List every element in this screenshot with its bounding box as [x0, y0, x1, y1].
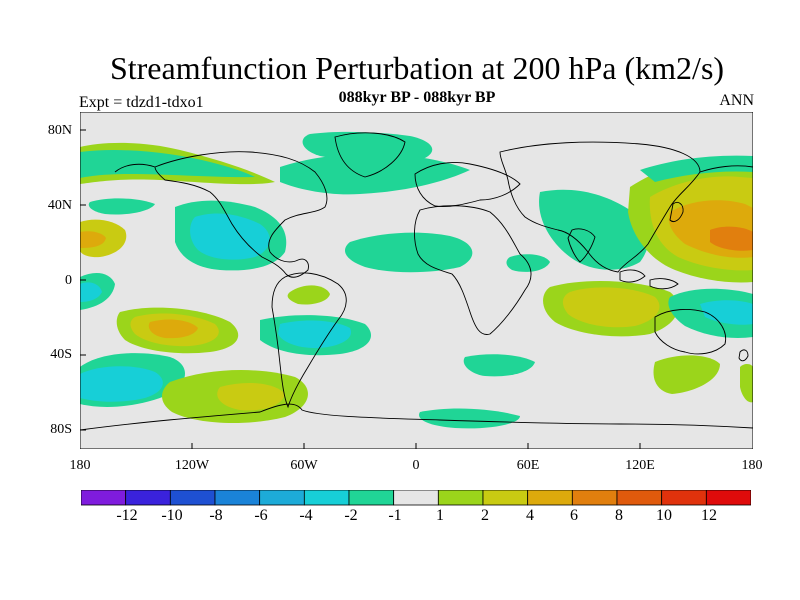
lat-label-80n: 80N: [47, 123, 72, 138]
colorbar-label: -6: [254, 507, 268, 524]
colorbar-label: -4: [299, 507, 313, 524]
colorbar-label: 8: [615, 507, 623, 524]
colorbar-swatch: [705, 490, 751, 506]
colorbar-swatch: [661, 490, 707, 506]
colorbar-swatch: [393, 490, 439, 506]
colorbar-swatch: [214, 490, 261, 506]
colorbar-swatch: [437, 490, 484, 506]
colorbar-swatch: [482, 490, 529, 506]
colorbar-swatch: [303, 490, 350, 506]
experiment-label: Expt = tdzd1-tdxo1: [79, 94, 204, 111]
colorbar-label: -12: [116, 507, 138, 524]
colorbar-label: -1: [388, 507, 402, 524]
lon-label-60e: 60E: [516, 458, 540, 473]
lon-label-0: 0: [412, 458, 420, 473]
axis-ticks: [80, 129, 641, 449]
colorbar-swatch: [348, 490, 395, 506]
colorbar: [81, 490, 751, 506]
colorbar-label: 10: [656, 507, 672, 524]
lon-label-120w: 120W: [174, 458, 210, 473]
lat-label-80s: 80S: [50, 422, 72, 437]
contour-fills: [80, 131, 753, 429]
colorbar-label: 1: [436, 507, 444, 524]
lon-label-60w: 60W: [290, 458, 318, 473]
colorbar-swatch: [616, 490, 663, 506]
colorbar-label: -2: [344, 507, 358, 524]
colorbar-swatch: [169, 490, 216, 506]
colorbar-swatch: [81, 490, 127, 506]
streamfunction-map: [80, 112, 753, 449]
lon-label-180e: 180: [741, 458, 763, 473]
colorbar-label: 4: [526, 507, 534, 524]
colorbar-swatch: [259, 490, 305, 506]
lon-label-120e: 120E: [625, 458, 655, 473]
lat-label-40s: 40S: [50, 347, 72, 362]
colorbar-label: 12: [701, 507, 717, 524]
colorbar-label: 6: [570, 507, 578, 524]
lat-label-40n: 40N: [47, 198, 72, 213]
lat-label-0: 0: [65, 273, 72, 288]
plot-title: Streamfunction Perturbation at 200 hPa (…: [109, 50, 725, 86]
colorbar-swatch: [527, 490, 573, 506]
plot-subtitle: 088kyr BP - 088kyr BP: [338, 89, 496, 106]
colorbar-label: -8: [209, 507, 223, 524]
colorbar-label: 2: [481, 507, 489, 524]
colorbar-label: -10: [161, 507, 183, 524]
coastlines: [80, 132, 753, 431]
lon-label-180w: 180: [69, 458, 91, 473]
colorbar-swatch: [125, 490, 171, 506]
season-label: ANN: [719, 92, 754, 109]
colorbar-swatch: [571, 490, 618, 506]
